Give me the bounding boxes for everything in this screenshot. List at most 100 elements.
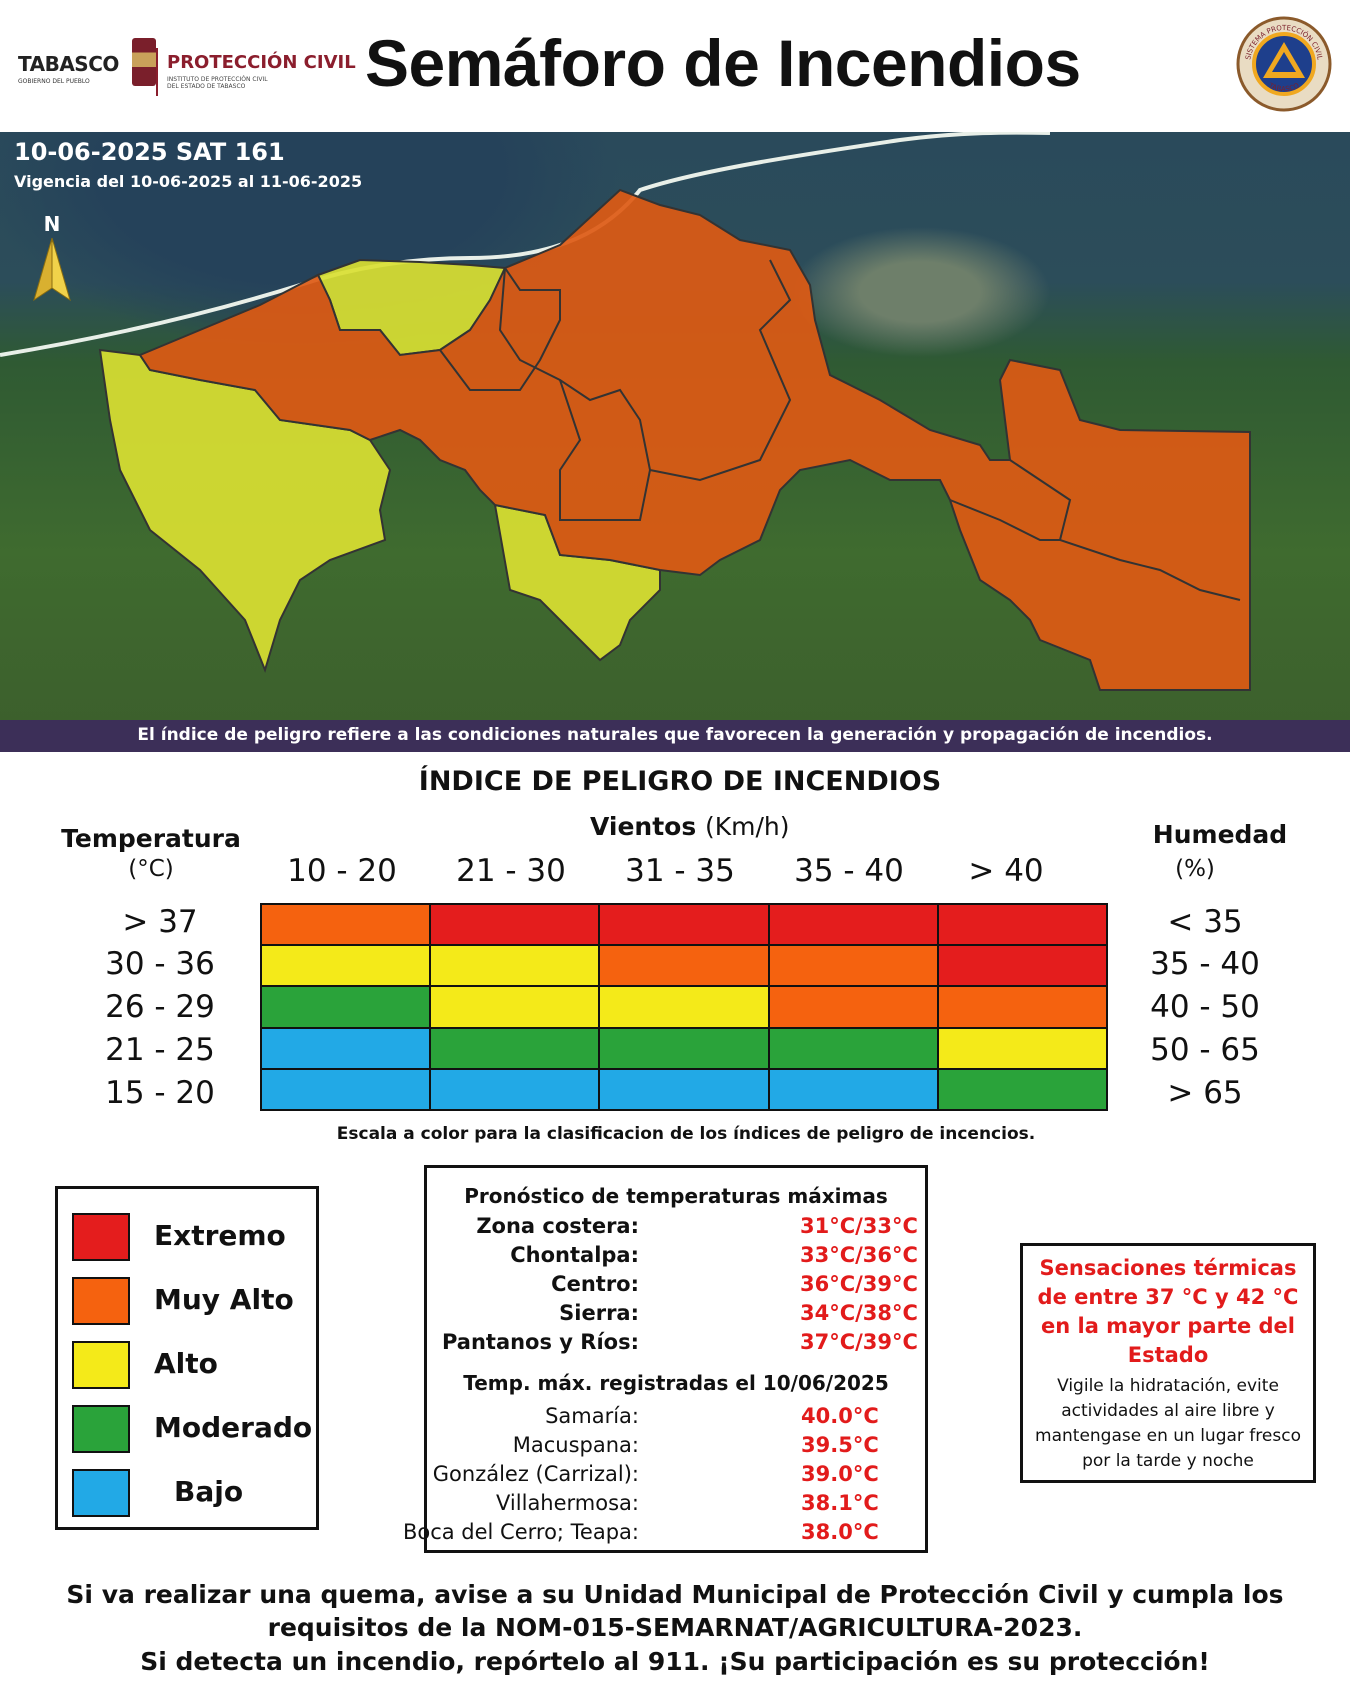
- risk-cell-moderado: [431, 1028, 599, 1068]
- svg-text:TABASCO: TABASCO: [1266, 81, 1301, 93]
- index-title: ÍNDICE DE PELIGRO DE INCENDIOS: [418, 766, 942, 797]
- station-name: Samaría:: [545, 1404, 639, 1428]
- tabasco-logo-text: TABASCO: [18, 52, 119, 76]
- temperature-forecast: Pronóstico de temperaturas máximas Zona …: [403, 1165, 928, 1553]
- forecast-zone-row: Sierra: 34°C/38°C: [427, 1301, 925, 1329]
- legend-label: Extremo: [154, 1219, 286, 1252]
- station-name: Boca del Cerro; Teapa:: [402, 1520, 639, 1544]
- map-note-bar: [0, 720, 1350, 752]
- proteccion-civil-logo: PROTECCIÓN CIVIL INSTITUTO DE PROTECCIÓN…: [167, 52, 367, 92]
- footer-line-2: requisitos de la NOM-015-SEMARNAT/AGRICU…: [267, 1613, 1083, 1642]
- zone-name: Centro:: [551, 1272, 639, 1296]
- tabasco-emblem-icon: [132, 38, 156, 86]
- logo-divider: [156, 48, 158, 96]
- proteccion-civil-logo-text: PROTECCIÓN CIVIL: [167, 52, 356, 73]
- page-title: Semáforo de Incendios: [365, 26, 1081, 100]
- risk-cell-alto: [431, 987, 599, 1027]
- forecast-title: Pronóstico de temperaturas máximas: [464, 1184, 888, 1208]
- humidity-row-label: 40 - 50: [1150, 989, 1260, 1025]
- risk-cell-bajo: [262, 1069, 430, 1109]
- municipal-border-5: [949, 499, 1060, 541]
- zone-value: 33°C/36°C: [800, 1243, 918, 1267]
- risk-cell-extremo: [769, 905, 937, 945]
- legend-label: Moderado: [154, 1411, 313, 1444]
- municipal-border-1: [498, 259, 792, 482]
- map-validity: Vigencia del 10-06-2025 al 11-06-2025: [14, 172, 363, 191]
- zone-value: 37°C/39°C: [800, 1330, 918, 1354]
- wind-column-label: 35 - 40: [794, 853, 904, 889]
- forecast-zone-row: Pantanos y Ríos: 37°C/39°C: [427, 1330, 925, 1358]
- risk-cell-moderado: [600, 1028, 768, 1068]
- station-value: 38.0°C: [801, 1520, 879, 1544]
- station-name: González (Carrizal):: [432, 1462, 639, 1486]
- temperature-row-label: > 37: [122, 904, 198, 940]
- risk-cell-alto: [600, 987, 768, 1027]
- proteccion-civil-logo-subtext: INSTITUTO DE PROTECCIÓN CIVIL DEL ESTADO…: [167, 76, 268, 90]
- risk-cell-moderado: [938, 1069, 1106, 1109]
- footer-line-3: Si detecta un incendio, repórtelo al 911…: [140, 1647, 1210, 1676]
- zone-name: Pantanos y Ríos:: [441, 1330, 639, 1354]
- risk-index-grid: [260, 903, 1108, 1111]
- zone-value: 36°C/39°C: [800, 1272, 918, 1296]
- risk-cell-extremo: [938, 946, 1106, 986]
- humidity-row-label: 35 - 40: [1150, 946, 1260, 982]
- legend-item-alto: Alto: [72, 1341, 302, 1389]
- zone-name: Chontalpa:: [510, 1243, 639, 1267]
- wind-column-label: 31 - 35: [625, 853, 735, 889]
- humidity-row-label: < 35: [1167, 904, 1243, 940]
- risk-cell-bajo: [600, 1069, 768, 1109]
- forecast-zone-row: Centro: 36°C/39°C: [427, 1272, 925, 1300]
- risk-cell-extremo: [938, 905, 1106, 945]
- recorded-row: Macuspana: 39.5°C: [427, 1433, 925, 1461]
- risk-cell-bajo: [769, 1069, 937, 1109]
- legend-label: Muy Alto: [154, 1283, 294, 1316]
- legend-swatch-moderado: [72, 1405, 130, 1453]
- humidity-row-label: 50 - 65: [1150, 1032, 1260, 1068]
- legend-item-muy-alto: Muy Alto: [72, 1277, 302, 1325]
- legend-swatch-muy-alto: [72, 1277, 130, 1325]
- heat-advisory-body: Vigile la hidratación, evite actividades…: [1035, 1376, 1301, 1471]
- humidity-axis-unit: (%): [1175, 856, 1215, 882]
- risk-cell-moderado: [769, 1028, 937, 1068]
- wind-column-label: 10 - 20: [287, 853, 397, 889]
- recorded-title: Temp. máx. registradas el 10/06/2025: [463, 1371, 889, 1395]
- tabasco-logo-subtext: GOBIERNO DEL PUEBLO: [18, 78, 90, 85]
- station-name: Villahermosa:: [496, 1491, 639, 1515]
- zone-value: 34°C/38°C: [800, 1301, 918, 1325]
- proteccion-civil-seal-icon: SISTEMA PROTECCIÓN CIVIL TABASCO: [1236, 16, 1332, 112]
- municipal-border-4: [1009, 459, 1241, 601]
- footer-line-1: Si va realizar una quema, avise a su Uni…: [66, 1580, 1284, 1609]
- temperature-row-label: 21 - 25: [105, 1032, 215, 1068]
- recorded-row: González (Carrizal): 39.0°C: [427, 1462, 925, 1490]
- map-regions: N: [0, 132, 1251, 691]
- legend-item-extremo: Extremo: [72, 1213, 302, 1261]
- risk-cell-alto: [262, 946, 430, 986]
- humidity-row-label: > 65: [1167, 1075, 1243, 1111]
- recorded-row: Villahermosa: 38.1°C: [427, 1491, 925, 1519]
- fire-risk-map: N: [0, 132, 1350, 752]
- header: TABASCO GOBIERNO DEL PUEBLO PROTECCIÓN C…: [0, 0, 1350, 132]
- station-name: Macuspana:: [512, 1433, 639, 1457]
- seal-bottom-text: TABASCO: [1266, 81, 1301, 93]
- legend-label: Bajo: [174, 1475, 244, 1508]
- risk-legend: Extremo Muy Alto Alto Moderado Bajo: [55, 1186, 319, 1530]
- risk-cell-extremo: [600, 905, 768, 945]
- legend-swatch-extremo: [72, 1213, 130, 1261]
- heat-advisory-title: Sensaciones térmicas de entre 37 °C y 42…: [1037, 1256, 1299, 1367]
- risk-cell-alto: [431, 946, 599, 986]
- winds-unit: (Km/h): [704, 812, 790, 841]
- heat-advisory: Sensaciones térmicas de entre 37 °C y 42…: [1020, 1243, 1316, 1483]
- recorded-row: Boca del Cerro; Teapa: 38.0°C: [403, 1520, 925, 1548]
- zone-name: Zona costera:: [476, 1214, 639, 1238]
- temperature-row-label: 15 - 20: [105, 1075, 215, 1111]
- north-label: N: [44, 212, 61, 236]
- risk-cell-moderado: [262, 987, 430, 1027]
- tabasco-logo: TABASCO GOBIERNO DEL PUEBLO: [18, 38, 156, 96]
- risk-cell-muy-alto: [262, 905, 430, 945]
- risk-cell-alto: [938, 1028, 1106, 1068]
- risk-cell-muy-alto: [769, 987, 937, 1027]
- zone-name: Sierra:: [559, 1301, 639, 1325]
- temperature-axis-unit: (°C): [128, 856, 174, 882]
- legend-item-bajo: Bajo: [72, 1469, 302, 1517]
- region-main-muy-alto: [138, 188, 1251, 691]
